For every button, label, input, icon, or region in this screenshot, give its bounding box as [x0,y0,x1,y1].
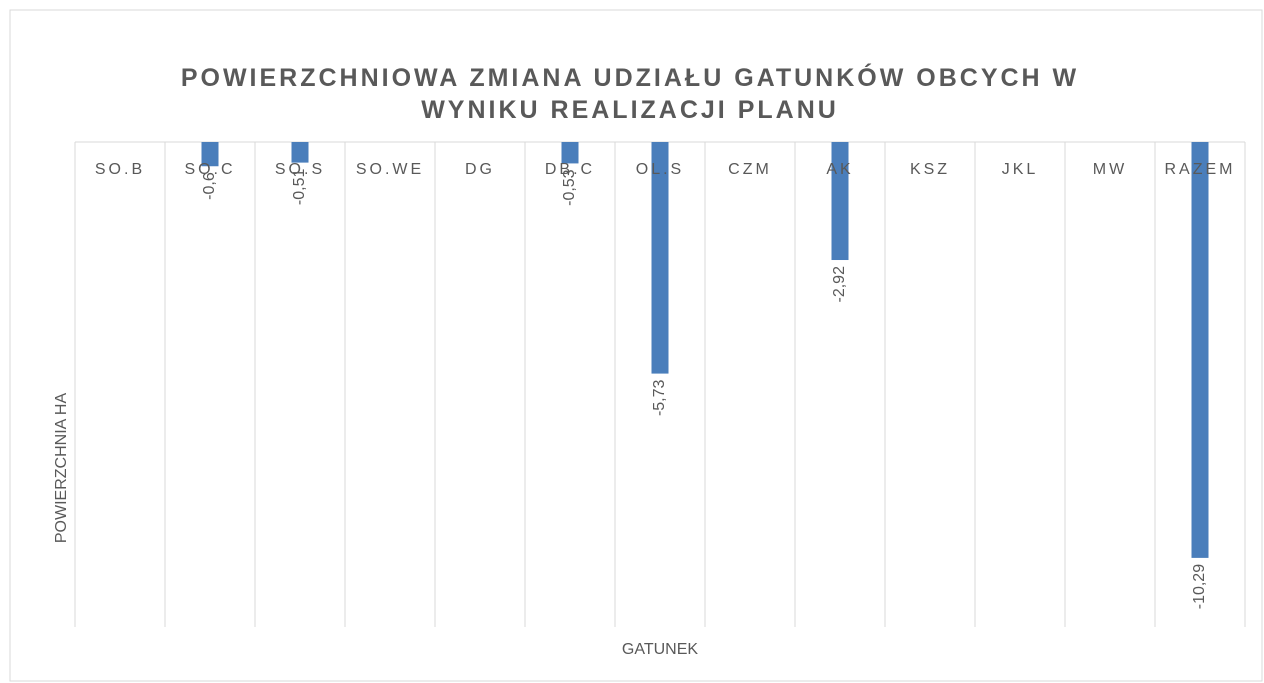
x-tick-label: AK [826,161,853,178]
x-tick-label: RAZEM [1165,161,1236,178]
x-tick-label: KSZ [910,161,950,178]
x-tick-label: SO.WE [356,161,424,178]
x-tick-label: OL.S [636,161,684,178]
bar [291,142,309,163]
chart-title: POWIERZCHNIOWA ZMIANA UDZIAŁU GATUNKÓW O… [180,64,1080,124]
bar [651,142,669,374]
x-tick-label: MW [1093,161,1127,178]
data-label: -0,51 [291,169,308,206]
data-label: -5,73 [651,379,668,416]
x-tick-label: SO.S [275,161,325,178]
x-tick-label: DB.C [545,161,595,178]
x-tick-label: SO.B [95,161,145,178]
data-label: -0,53 [561,169,578,206]
chart-border [9,9,1263,682]
data-label: -0,6 [201,172,218,200]
x-tick-label: JKL [1002,161,1039,178]
x-tick-label: SO.C [184,161,235,178]
x-tick-label: CZM [728,161,772,178]
bar [1191,142,1209,558]
bar [561,142,579,164]
data-label: -10,29 [1191,564,1208,609]
x-tick-label: DG [465,161,495,178]
bar [831,142,849,261]
x-axis-label: GATUNEK [622,641,698,658]
y-axis-label: POWIERZCHNIA HA [53,393,70,544]
bar [201,142,219,167]
data-label: -2,92 [831,266,848,303]
